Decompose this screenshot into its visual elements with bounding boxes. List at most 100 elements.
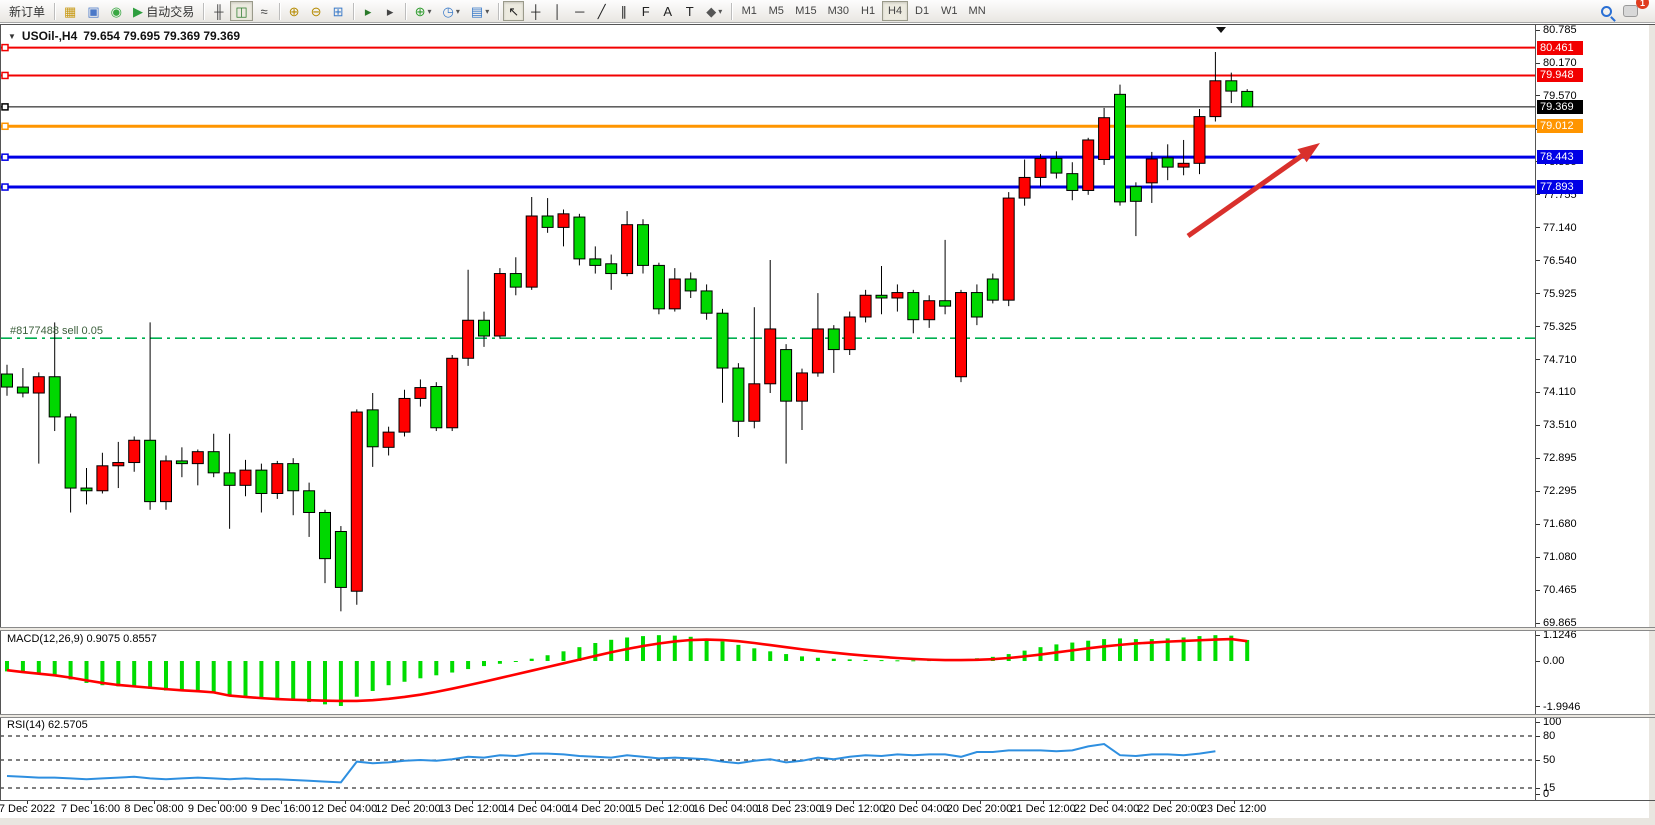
tile-windows-icon[interactable]: ⊞ (328, 1, 349, 21)
price-tick: 69.865 (1543, 617, 1577, 629)
price-tick: 74.110 (1543, 386, 1576, 399)
zoom-in-icon: ⊕ (288, 3, 300, 19)
price-tick-tick (1536, 556, 1540, 558)
label-icon[interactable]: T (679, 1, 700, 21)
new-order-button[interactable]: 新订单 (9, 4, 46, 19)
search-button[interactable] (1596, 1, 1617, 21)
rsi-levels (0, 735, 1536, 789)
price-tick-tick (1536, 391, 1540, 393)
zoom-out-icon[interactable]: ⊖ (306, 1, 327, 21)
symbol-period-label: USOil-,H4 (21, 29, 78, 43)
date-tick (916, 800, 917, 804)
chart-expand-icon[interactable]: ▼ (8, 31, 16, 41)
date-tick (344, 800, 346, 804)
signals-icon[interactable]: ◉ (106, 1, 127, 21)
price-tick: 76.540 (1543, 254, 1577, 267)
timeframe-mn[interactable]: MN (968, 5, 986, 17)
trend-arrow-annotation[interactable] (1186, 143, 1320, 239)
date-label: 19 Dec 12:00 (819, 803, 886, 815)
fibonacci-icon: F (641, 3, 650, 19)
chart-title[interactable]: ▼ USOil-,H4 79.654 79.695 79.369 79.369 (8, 29, 240, 43)
auto-scroll-icon[interactable]: ▸ (358, 1, 379, 21)
tile-windows-icon: ⊞ (332, 3, 344, 19)
fibonacci-icon[interactable]: F (635, 1, 656, 21)
date-tick (1043, 800, 1044, 804)
arrows-icon[interactable]: ◆ (701, 1, 727, 21)
timeframe-h4[interactable]: H4 (882, 1, 909, 21)
cursor-icon[interactable]: ↖ (503, 1, 525, 21)
timeframe-h1[interactable]: H1 (861, 5, 876, 17)
text-icon[interactable]: A (657, 1, 678, 21)
candle-chart-icon[interactable]: ◫ (230, 1, 253, 21)
zoom-out-icon: ⊖ (310, 3, 322, 19)
date-label: 22 Dec 20:00 (1137, 803, 1203, 815)
date-label: 23 Dec 12:00 (1200, 803, 1267, 815)
price-tick-tick (1536, 194, 1540, 196)
price-tick-tick (1536, 490, 1540, 492)
price-tick: 80.785 (1543, 24, 1577, 36)
templates-icon: ▤ (470, 3, 484, 19)
rsi-line (6, 742, 1216, 784)
terminal-icon[interactable]: ▣ (82, 1, 104, 21)
price-tick: 71.680 (1543, 518, 1577, 531)
rsi-tick: 50 (1543, 754, 1556, 766)
macd-panel[interactable] (0, 630, 1536, 714)
date-tick (852, 800, 854, 804)
horizontal-line-icon: ─ (575, 3, 585, 19)
channel-icon[interactable]: ∥ (613, 1, 634, 21)
panel-separator-1[interactable] (0, 627, 1655, 631)
crosshair-icon[interactable]: ┼ (525, 1, 546, 21)
timeframe-d1[interactable]: D1 (915, 5, 930, 17)
bar-chart-icon[interactable]: ╫ (208, 1, 229, 21)
toolbar-separator-3 (278, 2, 280, 20)
templates-icon[interactable]: ▤ (466, 1, 494, 21)
main-chart[interactable] (0, 24, 1536, 627)
chart-shift-icon[interactable]: ▸ (380, 1, 401, 21)
candle-chart-icon: ◫ (235, 3, 248, 19)
toolbar-separator-2 (203, 2, 205, 20)
macd-signal-line (6, 637, 1248, 703)
timeframe-m5[interactable]: M5 (768, 5, 784, 17)
date-label: 20 Dec 20:00 (946, 803, 1013, 815)
timeframe-m30[interactable]: M30 (827, 5, 850, 17)
zoom-in-icon[interactable]: ⊕ (284, 1, 305, 21)
panel-separator-2[interactable] (0, 714, 1655, 718)
ohlc-values: 79.654 79.695 79.369 79.369 (83, 29, 241, 43)
chart-window-icon: ▦ (64, 3, 77, 19)
price-tick-tick (1536, 29, 1540, 31)
price-tag-79.369: 79.369 (1537, 99, 1583, 114)
add-indicator-icon[interactable]: ⊕ (410, 1, 437, 21)
timeframe-m1[interactable]: M1 (741, 5, 757, 17)
price-tick-tick (1536, 424, 1540, 426)
horizontal-line-icon[interactable]: ─ (569, 1, 590, 21)
macd-label: MACD(12,26,9) 0.9075 0.8557 (7, 633, 157, 645)
date-tick (789, 800, 790, 804)
date-label: 14 Dec 04:00 (502, 803, 568, 815)
date-tick (471, 800, 473, 804)
price-tick: 75.925 (1543, 287, 1577, 300)
vertical-line-icon[interactable]: │ (547, 1, 568, 21)
date-label: 20 Dec 04:00 (883, 803, 949, 815)
price-tick-tick (1536, 523, 1540, 525)
line-chart-icon[interactable]: ≈ (254, 1, 275, 21)
notifications-button[interactable]: 1 (1618, 0, 1649, 21)
rsi-panel[interactable] (0, 718, 1536, 800)
date-label: 12 Dec 04:00 (311, 803, 378, 815)
chart-bottom-border (0, 800, 1655, 801)
date-label: 22 Dec 04:00 (1073, 803, 1140, 815)
price-axis-line (1535, 24, 1536, 801)
timeframe-m15[interactable]: M15 (795, 5, 817, 17)
open-position-label: #8177488 sell 0.05 (10, 325, 103, 337)
horizontal-lines (0, 43, 1536, 339)
autotrade-button[interactable]: ▶ 自动交易 (132, 3, 195, 19)
chart-window-icon[interactable]: ▦ (59, 1, 81, 21)
toolbar-separator-5 (404, 2, 406, 20)
line-chart-icon: ≈ (260, 3, 268, 19)
timeframe-w1[interactable]: W1 (941, 5, 958, 17)
periods-icon[interactable]: ◷ (438, 1, 465, 21)
price-tick-tick (1536, 227, 1540, 229)
chart-shift-marker[interactable] (1216, 27, 1226, 33)
rsi-tick: 15 (1543, 782, 1556, 794)
date-tick (1170, 800, 1171, 804)
trendline-icon[interactable]: ╱ (591, 1, 612, 21)
